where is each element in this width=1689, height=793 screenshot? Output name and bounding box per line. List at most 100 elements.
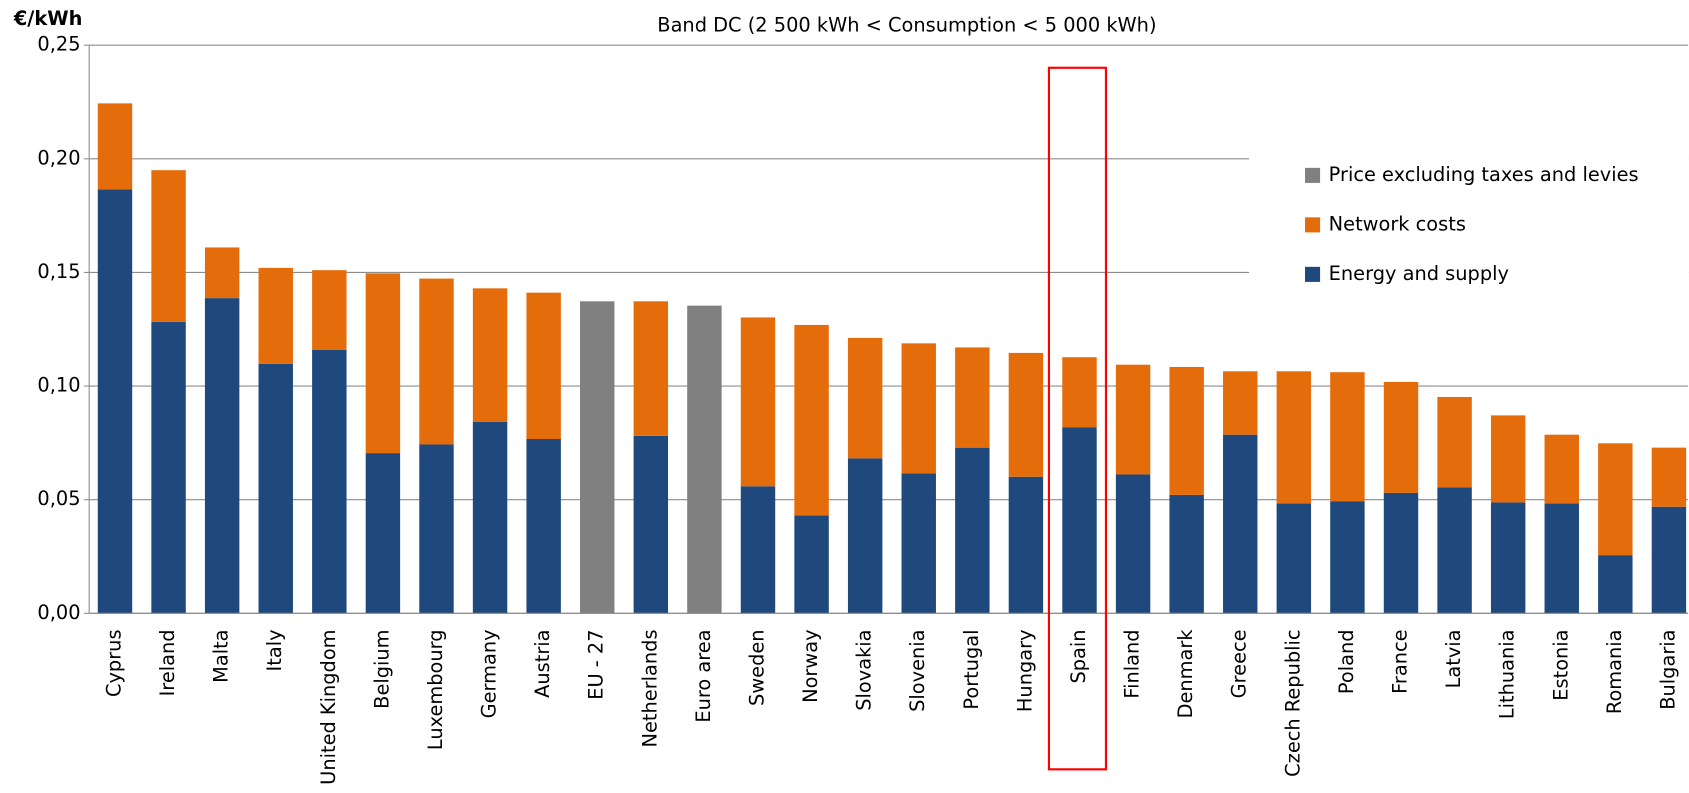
bar-segment (1437, 396, 1472, 488)
bar-segment (312, 349, 347, 614)
x-tick-label: Italy (263, 629, 286, 671)
bar-segment (794, 324, 829, 516)
x-tick-label: Norway (799, 629, 822, 702)
bar-segment (1008, 476, 1044, 614)
bar-segment (1490, 502, 1526, 614)
bar-segment (312, 270, 347, 350)
legend-label: Network costs (1329, 212, 1466, 235)
bar-segment (1115, 364, 1151, 475)
legend-label: Price excluding taxes and levies (1329, 163, 1639, 186)
bar-segment (1544, 434, 1579, 504)
bar-segment (419, 278, 454, 445)
bar-segment (1223, 434, 1258, 614)
chart-subtitle: Band DC (2 500 kWh < Consumption < 5 000… (657, 13, 1156, 36)
legend-background (1249, 150, 1689, 296)
bar-segment (258, 267, 293, 364)
bar-segment (1598, 443, 1633, 556)
bar-segment (687, 305, 722, 614)
bar-segment (365, 453, 401, 614)
bar-segment (1330, 372, 1365, 502)
bar-segment (204, 298, 240, 614)
bar-segment (1437, 487, 1472, 614)
bar-segment (1598, 555, 1633, 614)
x-tick-label: Euro area (692, 629, 715, 722)
bar-segment (151, 321, 186, 614)
bar-segment (740, 486, 776, 614)
x-tick-label: Sweden (745, 629, 768, 706)
bar-segment (1008, 352, 1044, 477)
x-tick-label: United Kingdom (317, 629, 340, 784)
bar-segment (740, 317, 776, 487)
bar-segment (472, 288, 508, 422)
bar-segment (1651, 447, 1687, 507)
x-tick-label: Czech Republic (1281, 629, 1304, 776)
bar-segment (151, 170, 186, 322)
x-tick-label: Greece (1228, 629, 1251, 698)
x-tick-label: Lithuania (1496, 629, 1519, 719)
highlight-box (1047, 66, 1108, 771)
x-tick-label: Malta (210, 629, 233, 682)
bar-segment (633, 435, 669, 614)
x-tick-label: Spain (1067, 629, 1090, 683)
x-tick-label: Ireland (156, 629, 179, 696)
bar-segment (1276, 503, 1312, 614)
bar-segment (1223, 371, 1258, 435)
bar-segment (526, 439, 561, 614)
x-tick-label: Romania (1603, 629, 1626, 714)
x-tick-label: Portugal (960, 629, 983, 709)
bar-segment (1383, 492, 1419, 614)
x-tick-label: Luxembourg (424, 629, 447, 750)
x-tick-label: Belgium (370, 629, 393, 708)
legend-swatch (1305, 167, 1321, 183)
bar-segment (1115, 474, 1151, 614)
bar-segment (97, 103, 133, 190)
y-axis-label: €/kWh (13, 7, 83, 30)
x-tick-label: Hungary (1013, 629, 1036, 712)
x-tick-label: Germany (478, 629, 501, 718)
y-tick-label: 0,10 (37, 374, 80, 397)
legend: Price excluding taxes and levies Network … (1305, 163, 1639, 285)
legend-swatch (1305, 266, 1321, 282)
bar-segment (204, 247, 240, 299)
bar-segment (1544, 503, 1579, 614)
bar-segment (1169, 366, 1204, 495)
x-tick-label: France (1388, 629, 1411, 693)
x-tick-label: Slovakia (853, 629, 876, 710)
bar-segment (847, 337, 883, 459)
bar-segment (1276, 371, 1312, 504)
bar-segment (1062, 427, 1097, 614)
bar-segment (365, 273, 401, 454)
bar-segment (526, 292, 561, 440)
bar-segment (97, 189, 133, 614)
x-tick-label: Netherlands (638, 629, 661, 747)
x-tick-label: Bulgaria (1656, 629, 1679, 709)
bar-segment (794, 515, 829, 614)
bars: Cyprus Ireland Malta Italy United Kingdom Bel… (89, 103, 1689, 785)
x-tick-label: Slovenia (906, 629, 929, 711)
bar-segment (1383, 381, 1419, 493)
bar-segment (1330, 501, 1365, 614)
x-tick-label: Estonia (1549, 629, 1572, 700)
y-tick-label: 0,05 (37, 487, 80, 510)
x-tick-label: Cyprus (102, 629, 125, 697)
bar-segment (1490, 415, 1526, 503)
bar-segment (419, 444, 454, 614)
x-tick-label: Denmark (1174, 629, 1197, 719)
legend-swatch (1305, 217, 1321, 233)
y-tick-label: 0,15 (37, 260, 80, 283)
legend-label: Energy and supply (1329, 262, 1509, 285)
x-tick-label: Finland (1121, 629, 1144, 698)
bar-segment (1062, 357, 1097, 428)
y-tick-label: 0,00 (37, 601, 80, 624)
bar-segment (955, 347, 990, 448)
bar-segment (1651, 506, 1687, 614)
y-tick-label: 0,20 (37, 146, 80, 169)
x-tick-label: Poland (1335, 629, 1358, 694)
bar-segment (258, 363, 293, 614)
bar-segment (580, 301, 615, 614)
bar-segment (847, 458, 883, 614)
x-tick-label: Austria (531, 629, 554, 697)
x-tick-label: EU - 27 (585, 629, 608, 699)
